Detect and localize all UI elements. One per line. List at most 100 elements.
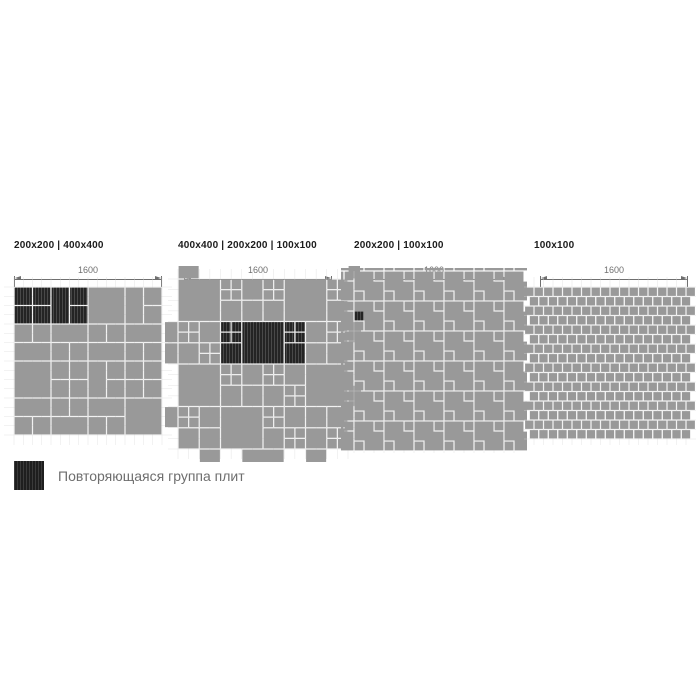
tile <box>591 382 600 391</box>
tile <box>384 361 394 371</box>
tile <box>667 401 676 410</box>
tile <box>601 325 610 334</box>
tile <box>639 420 648 429</box>
tile <box>484 268 504 271</box>
tile <box>615 373 624 382</box>
tile <box>677 344 686 353</box>
tile <box>484 361 494 371</box>
tile <box>364 271 374 281</box>
tile <box>125 324 162 342</box>
tile <box>454 421 464 431</box>
tile <box>662 354 672 363</box>
tile <box>662 373 672 382</box>
tile <box>221 290 231 300</box>
tile <box>567 430 577 439</box>
tile <box>577 373 586 382</box>
tile <box>667 287 676 296</box>
tile <box>529 354 539 363</box>
tile <box>558 316 567 325</box>
tile-highlighted <box>33 287 51 305</box>
tile <box>634 316 643 325</box>
tile <box>394 421 404 431</box>
tile <box>558 335 567 344</box>
tile <box>424 401 444 421</box>
tile <box>563 363 572 372</box>
tile <box>634 392 643 401</box>
tile <box>199 353 210 364</box>
tile <box>231 364 242 375</box>
tile <box>648 382 657 391</box>
tile-pattern-panel-1 <box>4 277 172 445</box>
tile <box>394 431 414 451</box>
tile <box>354 381 364 391</box>
tile <box>341 391 344 401</box>
tile <box>14 417 32 435</box>
tile <box>424 391 434 401</box>
tile <box>639 344 648 353</box>
tile <box>653 392 662 401</box>
tile <box>70 398 88 416</box>
tile <box>548 354 558 363</box>
tile-highlighted <box>14 287 32 305</box>
tile <box>634 335 643 344</box>
tiles <box>165 266 361 462</box>
tile <box>284 364 305 385</box>
tile <box>474 291 484 301</box>
tile <box>591 401 600 410</box>
tile <box>394 268 414 271</box>
tile <box>514 431 527 451</box>
tile <box>327 290 337 300</box>
tile <box>88 287 125 324</box>
tile <box>514 331 524 341</box>
tile <box>464 301 474 311</box>
tile <box>514 301 524 311</box>
tile <box>686 363 695 372</box>
tile <box>605 392 615 401</box>
tile <box>681 430 691 439</box>
dimension-arrow-left <box>15 276 21 280</box>
tile <box>284 385 295 396</box>
tile <box>424 431 444 451</box>
tile <box>374 331 384 341</box>
dimension-line-panel-4: 1600 <box>540 265 688 287</box>
tile <box>615 411 624 420</box>
tile <box>404 421 414 431</box>
tile <box>242 279 263 300</box>
tile <box>563 420 572 429</box>
tile <box>677 363 686 372</box>
tile <box>544 363 553 372</box>
tile <box>504 271 514 281</box>
tile <box>648 363 657 372</box>
dimension-label: 1600 <box>540 265 688 276</box>
tile <box>394 371 414 391</box>
tile-highlighted <box>221 343 242 364</box>
tile <box>444 291 454 301</box>
tile <box>444 321 454 331</box>
tile <box>504 391 514 401</box>
tile <box>327 279 337 290</box>
tile <box>444 391 454 401</box>
tile <box>658 382 667 391</box>
tile <box>341 271 344 281</box>
tile <box>504 361 514 371</box>
tile <box>444 351 454 361</box>
tile <box>504 371 514 381</box>
tile <box>548 430 558 439</box>
tile <box>51 398 69 416</box>
tile <box>686 306 695 315</box>
tile <box>474 371 484 381</box>
tile <box>444 281 454 291</box>
tile <box>514 421 524 431</box>
tile <box>558 373 567 382</box>
tile <box>643 430 653 439</box>
tile <box>605 297 615 306</box>
tile <box>494 361 504 371</box>
tile <box>577 392 586 401</box>
tile <box>525 382 534 391</box>
tile <box>577 316 586 325</box>
tile <box>414 421 424 431</box>
tile-pattern-panel-3 <box>341 268 527 453</box>
tile <box>620 420 629 429</box>
tile <box>582 382 591 391</box>
tile <box>643 316 653 325</box>
